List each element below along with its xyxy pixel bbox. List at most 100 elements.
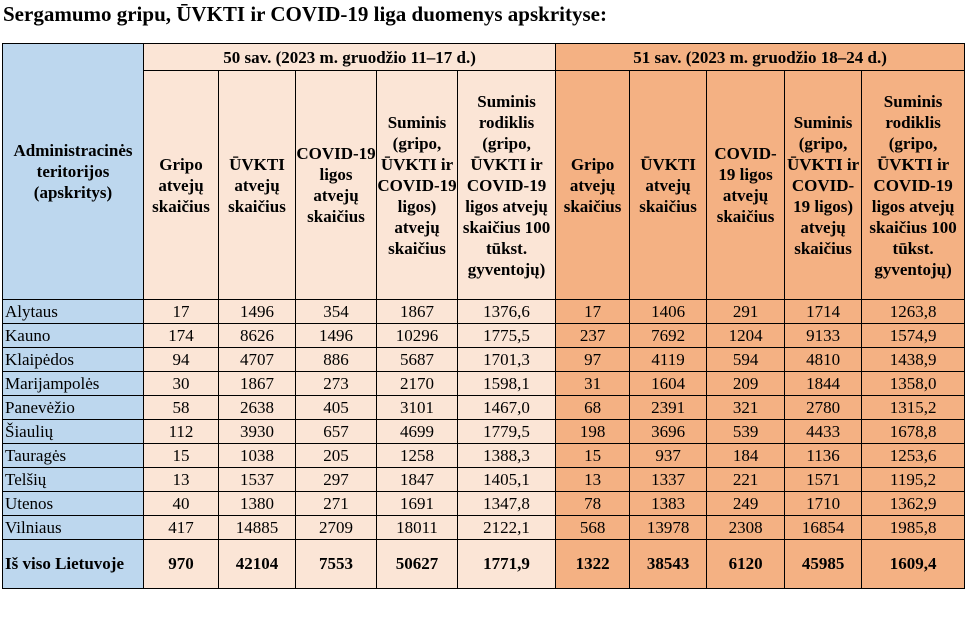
table-cell: 657: [295, 419, 377, 444]
table-cell: 1388,3: [456, 443, 557, 468]
table-cell: 38543: [629, 539, 708, 589]
data-table: Administracinės teritorijos (apskritys) …: [2, 43, 966, 589]
col-header: Suminis (gripo, ŪVKTI ir COVID-19 ligos)…: [784, 70, 863, 300]
table-cell: 1380: [218, 491, 296, 516]
table-cell: 1574,9: [861, 323, 966, 348]
table-cell: 937: [629, 443, 708, 468]
week-51-header: 51 sav. (2023 m. gruodžio 18–24 d.): [555, 43, 966, 71]
table-row: Alytaus 17 1496 354 1867 1376,6 17 1406 291 1714 1…: [2, 299, 966, 324]
region-name: Šiaulių: [2, 419, 144, 444]
table-cell: 291: [706, 299, 786, 324]
table-cell: 1771,9: [456, 539, 557, 589]
table-cell: 174: [143, 323, 219, 348]
table-cell: 184: [706, 443, 786, 468]
table-cell: 78: [555, 491, 631, 516]
table-cell: 4699: [376, 419, 458, 444]
table-cell: 2709: [295, 515, 377, 540]
table-row: Klaipėdos 94 4707 886 5687 1701,3 97 4119 594 481…: [2, 347, 966, 372]
region-name: Vilniaus: [2, 515, 144, 540]
table-cell: 1604: [629, 371, 708, 396]
table-cell: 249: [706, 491, 786, 516]
table-cell: 1496: [295, 323, 377, 348]
table-cell: 97: [555, 347, 631, 372]
table-cell: 1701,3: [456, 347, 557, 372]
table-cell: 1362,9: [861, 491, 966, 516]
table-cell: 1358,0: [861, 371, 966, 396]
col-header: Suminis rodiklis (gripo, ŪVKTI ir COVID-…: [861, 70, 966, 300]
table-cell: 10296: [376, 323, 458, 348]
table-cell: 417: [143, 515, 219, 540]
table-cell: 594: [706, 347, 786, 372]
table-cell: 1779,5: [456, 419, 557, 444]
table-cell: 17: [555, 299, 631, 324]
table-cell: 18011: [376, 515, 458, 540]
table-cell: 3930: [218, 419, 296, 444]
table-cell: 273: [295, 371, 377, 396]
table-cell: 58: [143, 395, 219, 420]
col-header: ŪVKTI atvejų skaičius: [629, 70, 708, 300]
table-cell: 205: [295, 443, 377, 468]
table-cell: 4433: [784, 419, 863, 444]
table-cell: 568: [555, 515, 631, 540]
table-cell: 14885: [218, 515, 296, 540]
region-name: Kauno: [2, 323, 144, 348]
table-cell: 15: [555, 443, 631, 468]
table-cell: 970: [143, 539, 219, 589]
region-name: Tauragės: [2, 443, 144, 468]
table-cell: 1844: [784, 371, 863, 396]
table-cell: 7692: [629, 323, 708, 348]
table-cell: 1847: [376, 467, 458, 492]
table-cell: 50627: [376, 539, 458, 589]
table-cell: 1136: [784, 443, 863, 468]
week-50-header: 50 sav. (2023 m. gruodžio 11–17 d.): [142, 43, 557, 71]
table-cell: 1867: [376, 299, 458, 324]
table-row: Telšių 13 1537 297 1847 1405,1 13 1337 221 1571 11…: [2, 467, 966, 492]
table-cell: 4119: [629, 347, 708, 372]
table-cell: 2170: [376, 371, 458, 396]
table-cell: 8626: [218, 323, 296, 348]
table-cell: 539: [706, 419, 786, 444]
table-cell: 42104: [218, 539, 296, 589]
table-row: Vilniaus 417 14885 2709 18011 2122,1 568 13978 2…: [2, 515, 966, 540]
table-cell: 321: [706, 395, 786, 420]
table-cell: 1405,1: [456, 467, 557, 492]
table-cell: 1263,8: [861, 299, 966, 324]
table-cell: 209: [706, 371, 786, 396]
table-row: Kauno 174 8626 1496 10296 1775,5 237 7692 1204 91…: [2, 323, 966, 348]
table-cell: 2638: [218, 395, 296, 420]
col-header: Gripo atvejų skaičius: [555, 70, 631, 300]
table-cell: 354: [295, 299, 377, 324]
table-cell: 1609,4: [861, 539, 966, 589]
table-cell: 1467,0: [456, 395, 557, 420]
table-row: Panevėžio 58 2638 405 3101 1467,0 68 2391 321 278…: [2, 395, 966, 420]
table-cell: 1985,8: [861, 515, 966, 540]
table-cell: 5687: [376, 347, 458, 372]
table-cell: 1714: [784, 299, 863, 324]
table-row: Marijampolės 30 1867 273 2170 1598,1 31 1604 209…: [2, 371, 966, 396]
table-cell: 30: [143, 371, 219, 396]
table-cell: 198: [555, 419, 631, 444]
table-cell: 405: [295, 395, 377, 420]
table-cell: 886: [295, 347, 377, 372]
table-cell: 1322: [555, 539, 631, 589]
region-name: Alytaus: [2, 299, 144, 324]
table-cell: 9133: [784, 323, 863, 348]
col-header: ŪVKTI atvejų skaičius: [218, 70, 296, 300]
table-cell: 1691: [376, 491, 458, 516]
table-cell: 40: [143, 491, 219, 516]
region-name: Marijampolės: [2, 371, 144, 396]
table-row: Šiaulių 112 3930 657 4699 1779,5 198 3696 539 443…: [2, 419, 966, 444]
col-header: COVID-19 ligos atvejų skaičius: [295, 70, 377, 300]
col-header: Suminis (gripo, ŪVKTI ir COVID-19 ligos)…: [376, 70, 458, 300]
table-cell: 1406: [629, 299, 708, 324]
table-cell: 1598,1: [456, 371, 557, 396]
region-name: Iš viso Lietuvoje: [2, 539, 144, 589]
table-cell: 1867: [218, 371, 296, 396]
table-cell: 1438,9: [861, 347, 966, 372]
col-header: COVID-19 ligos atvejų skaičius: [706, 70, 786, 300]
table-body: Alytaus 17 1496 354 1867 1376,6 17 1406 291 1714 1…: [2, 299, 966, 589]
table-cell: 237: [555, 323, 631, 348]
table-cell: 13: [143, 467, 219, 492]
table-cell: 112: [143, 419, 219, 444]
table-cell: 6120: [706, 539, 786, 589]
